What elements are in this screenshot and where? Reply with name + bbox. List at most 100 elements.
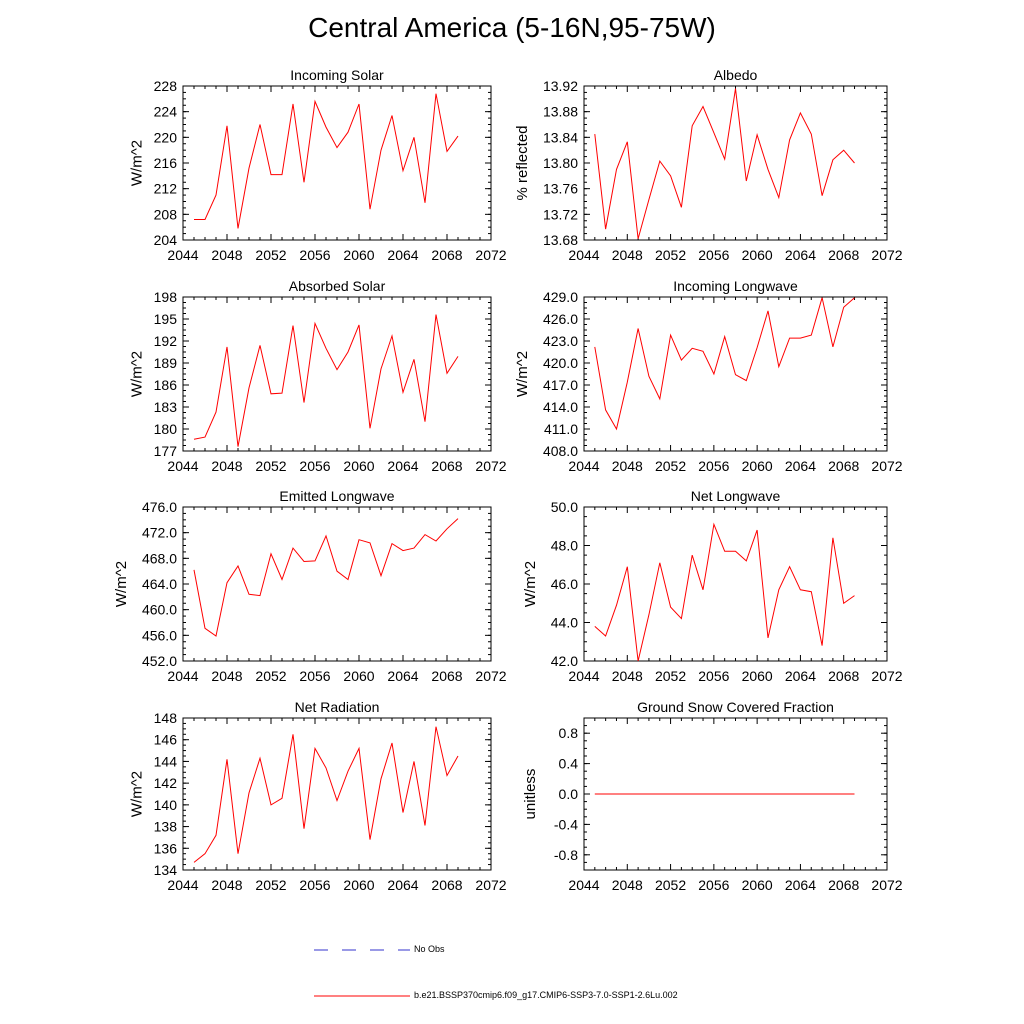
y-tick-label: 192 bbox=[154, 333, 178, 349]
x-tick-label: 2068 bbox=[828, 458, 859, 474]
y-tick-label: 142 bbox=[154, 775, 178, 791]
y-tick-label: 183 bbox=[154, 399, 178, 415]
x-tick-label: 2052 bbox=[655, 668, 686, 684]
chart-panel-6: 2044 2048 2052 2056 2060 2064 2068 2072 134 136 13… bbox=[129, 699, 507, 893]
x-tick-label: 2056 bbox=[698, 877, 729, 893]
x-tick-label: 2056 bbox=[698, 458, 729, 474]
x-tick-label: 2072 bbox=[871, 247, 902, 263]
x-tick-label: 2044 bbox=[167, 458, 198, 474]
x-tick-label: 2056 bbox=[299, 668, 330, 684]
x-tick-label: 2060 bbox=[343, 458, 374, 474]
y-tick-label: 198 bbox=[154, 289, 178, 305]
x-tick-label: 2044 bbox=[167, 668, 198, 684]
y-axis-label: unitless bbox=[522, 769, 539, 820]
y-tick-label: 228 bbox=[154, 78, 178, 94]
x-tick-label: 2056 bbox=[698, 668, 729, 684]
y-tick-label: 180 bbox=[154, 421, 178, 437]
y-tick-label: 204 bbox=[154, 232, 178, 248]
y-tick-label: 414.0 bbox=[543, 399, 578, 415]
x-tick-label: 2044 bbox=[167, 247, 198, 263]
x-tick-label: 2044 bbox=[568, 458, 599, 474]
x-tick-label: 2072 bbox=[475, 877, 506, 893]
x-tick-label: 2068 bbox=[431, 458, 462, 474]
legend-obs-line bbox=[314, 949, 410, 951]
x-tick-label: 2072 bbox=[475, 247, 506, 263]
y-tick-label: -0.4 bbox=[554, 816, 578, 832]
y-axis-label: % reflected bbox=[514, 125, 531, 200]
x-tick-label: 2052 bbox=[655, 247, 686, 263]
y-tick-label: 429.0 bbox=[543, 289, 578, 305]
x-tick-label: 2048 bbox=[211, 458, 242, 474]
series-line bbox=[594, 297, 855, 431]
x-tick-label: 2064 bbox=[785, 247, 816, 263]
y-axis-label: W/m^2 bbox=[129, 140, 146, 186]
y-tick-label: 134 bbox=[154, 862, 178, 878]
y-tick-label: 13.88 bbox=[543, 104, 578, 120]
x-tick-label: 2052 bbox=[255, 247, 286, 263]
x-tick-label: 2048 bbox=[612, 458, 643, 474]
chart-title: Emitted Longwave bbox=[279, 488, 394, 504]
x-tick-label: 2060 bbox=[343, 877, 374, 893]
x-tick-label: 2064 bbox=[387, 668, 418, 684]
x-tick-label: 2060 bbox=[343, 247, 374, 263]
y-tick-label: 44.0 bbox=[551, 615, 578, 631]
y-tick-label: 468.0 bbox=[142, 550, 177, 566]
x-tick-label: 2048 bbox=[211, 877, 242, 893]
x-tick-label: 2060 bbox=[742, 458, 773, 474]
y-tick-label: 138 bbox=[154, 819, 178, 835]
chart-title: Net Radiation bbox=[295, 699, 380, 715]
y-tick-label: 464.0 bbox=[142, 576, 177, 592]
x-tick-label: 2064 bbox=[387, 877, 418, 893]
x-tick-label: 2072 bbox=[871, 458, 902, 474]
x-tick-label: 2056 bbox=[698, 247, 729, 263]
x-tick-label: 2052 bbox=[655, 458, 686, 474]
y-tick-label: 408.0 bbox=[543, 443, 578, 459]
y-tick-label: 472.0 bbox=[142, 525, 177, 541]
figure-title: Central America (5-16N,95-75W) bbox=[308, 12, 716, 43]
x-tick-label: 2056 bbox=[299, 247, 330, 263]
y-tick-label: 0.0 bbox=[559, 786, 579, 802]
y-tick-label: 144 bbox=[154, 753, 178, 769]
x-tick-label: 2068 bbox=[431, 668, 462, 684]
y-tick-label: 13.68 bbox=[543, 232, 578, 248]
plot-frame bbox=[182, 85, 492, 241]
y-tick-label: 13.92 bbox=[543, 78, 578, 94]
x-tick-label: 2052 bbox=[655, 877, 686, 893]
x-tick-label: 2064 bbox=[387, 458, 418, 474]
chart-panel-7: 2044 2048 2052 2056 2060 2064 2068 2072 -0.8 -0.4… bbox=[522, 699, 903, 893]
chart-panel-5: 2044 2048 2052 2056 2060 2064 2068 2072 42.0 44.0… bbox=[522, 488, 903, 684]
y-tick-label: 423.0 bbox=[543, 333, 578, 349]
x-tick-label: 2056 bbox=[299, 877, 330, 893]
y-tick-label: 195 bbox=[154, 311, 178, 327]
y-tick-label: 46.0 bbox=[551, 576, 578, 592]
legend-obs-label: No Obs bbox=[414, 944, 445, 954]
y-tick-label: 426.0 bbox=[543, 311, 578, 327]
legend-model-label: b.e21.BSSP370cmip6.f09_g17.CMIP6-SSP3-7.… bbox=[414, 990, 678, 1000]
y-tick-label: 50.0 bbox=[551, 499, 578, 515]
y-tick-label: 0.4 bbox=[559, 756, 579, 772]
y-tick-label: 456.0 bbox=[142, 627, 177, 643]
x-tick-label: 2068 bbox=[828, 668, 859, 684]
chart-title: Ground Snow Covered Fraction bbox=[637, 699, 834, 715]
series-line bbox=[594, 88, 855, 239]
series-line bbox=[594, 522, 855, 662]
x-tick-label: 2064 bbox=[785, 877, 816, 893]
y-tick-label: 186 bbox=[154, 377, 178, 393]
y-axis-label: W/m^2 bbox=[514, 351, 531, 397]
x-tick-label: 2072 bbox=[475, 668, 506, 684]
y-tick-label: 208 bbox=[154, 206, 178, 222]
chart-title: Incoming Solar bbox=[290, 67, 384, 83]
y-tick-label: 216 bbox=[154, 155, 178, 171]
y-tick-label: 220 bbox=[154, 129, 178, 145]
x-tick-label: 2052 bbox=[255, 877, 286, 893]
x-tick-label: 2048 bbox=[211, 668, 242, 684]
chart-panel-4: 2044 2048 2052 2056 2060 2064 2068 2072 452.0 456… bbox=[113, 488, 507, 684]
y-tick-label: 476.0 bbox=[142, 499, 177, 515]
series-line bbox=[193, 314, 459, 447]
y-tick-label: 13.84 bbox=[543, 129, 578, 145]
chart-panel-2: 2044 2048 2052 2056 2060 2064 2068 2072 177 180 18… bbox=[129, 278, 507, 474]
x-tick-label: 2072 bbox=[475, 458, 506, 474]
y-tick-label: 420.0 bbox=[543, 355, 578, 371]
x-tick-label: 2048 bbox=[211, 247, 242, 263]
